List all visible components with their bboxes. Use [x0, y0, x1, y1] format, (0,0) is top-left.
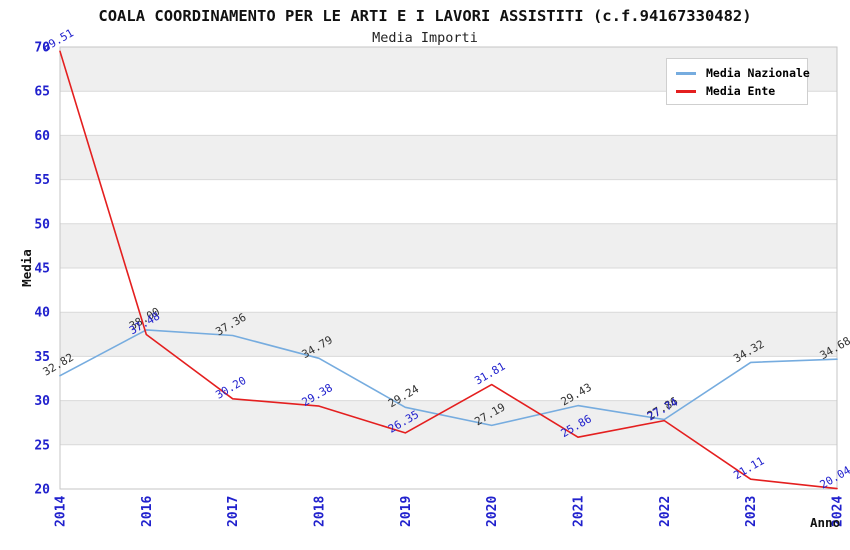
plot-band: [60, 268, 837, 313]
legend-label: Media Nazionale: [706, 66, 810, 80]
plot-bands: [60, 47, 837, 489]
y-tick-labels: 20 25 30 35 40 45 50 55 60 65 70: [34, 41, 50, 498]
plot-band: [60, 179, 837, 224]
x-tick-label: 2020: [485, 496, 500, 527]
x-tick-label: 2017: [226, 496, 241, 527]
legend-item-media-nazionale: Media Nazionale: [667, 64, 810, 82]
x-axis-title: Anno: [810, 515, 840, 530]
legend: Media Nazionale Media Ente: [666, 58, 810, 105]
y-tick-label: 50: [34, 217, 50, 232]
plot-band: [60, 444, 837, 489]
y-tick-label: 55: [34, 173, 50, 188]
y-tick-label: 45: [34, 262, 50, 277]
x-tick-label: 2024: [831, 496, 846, 527]
plot-band: [60, 400, 837, 445]
x-tick-label: 2023: [744, 496, 759, 527]
plot-band: [60, 135, 837, 180]
x-tick-label: 2014: [54, 496, 69, 527]
y-tick-label: 35: [34, 350, 50, 365]
x-tick-label: 2021: [572, 496, 587, 527]
y-tick-label: 40: [34, 306, 50, 321]
chart-title: COALA COORDINAMENTO PER LE ARTI E I LAVO…: [98, 7, 752, 25]
x-tick-label: 2019: [399, 496, 414, 527]
y-tick-label: 20: [34, 483, 50, 498]
plot-band: [60, 223, 837, 268]
y-tick-label: 60: [34, 129, 50, 144]
line-swatch-icon: [676, 71, 696, 75]
x-tick-label: 2018: [313, 496, 328, 527]
series-line-media-ente: [59, 50, 838, 490]
y-tick-label: 70: [34, 41, 50, 56]
y-axis-title: Media: [19, 249, 34, 287]
line-swatch-icon: [676, 89, 696, 93]
y-tick-label: 30: [34, 394, 50, 409]
x-tick-labels: 2014 2016 2017 2018 2019 2020 2021 2022 2023 2024: [54, 496, 846, 527]
series-line-media-nazionale: [59, 329, 838, 427]
legend-item-media-ente: Media Ente: [667, 82, 807, 100]
chart-subtitle: Media Importi: [372, 30, 478, 46]
plot-band: [60, 312, 837, 357]
y-tick-label: 65: [34, 85, 50, 100]
plot-band: [60, 356, 837, 401]
plot-border: [59, 46, 838, 490]
y-tick-label: 25: [34, 438, 50, 453]
x-tick-label: 2022: [658, 496, 673, 527]
legend-label: Media Ente: [706, 84, 776, 98]
x-tick-label: 2016: [140, 496, 155, 527]
